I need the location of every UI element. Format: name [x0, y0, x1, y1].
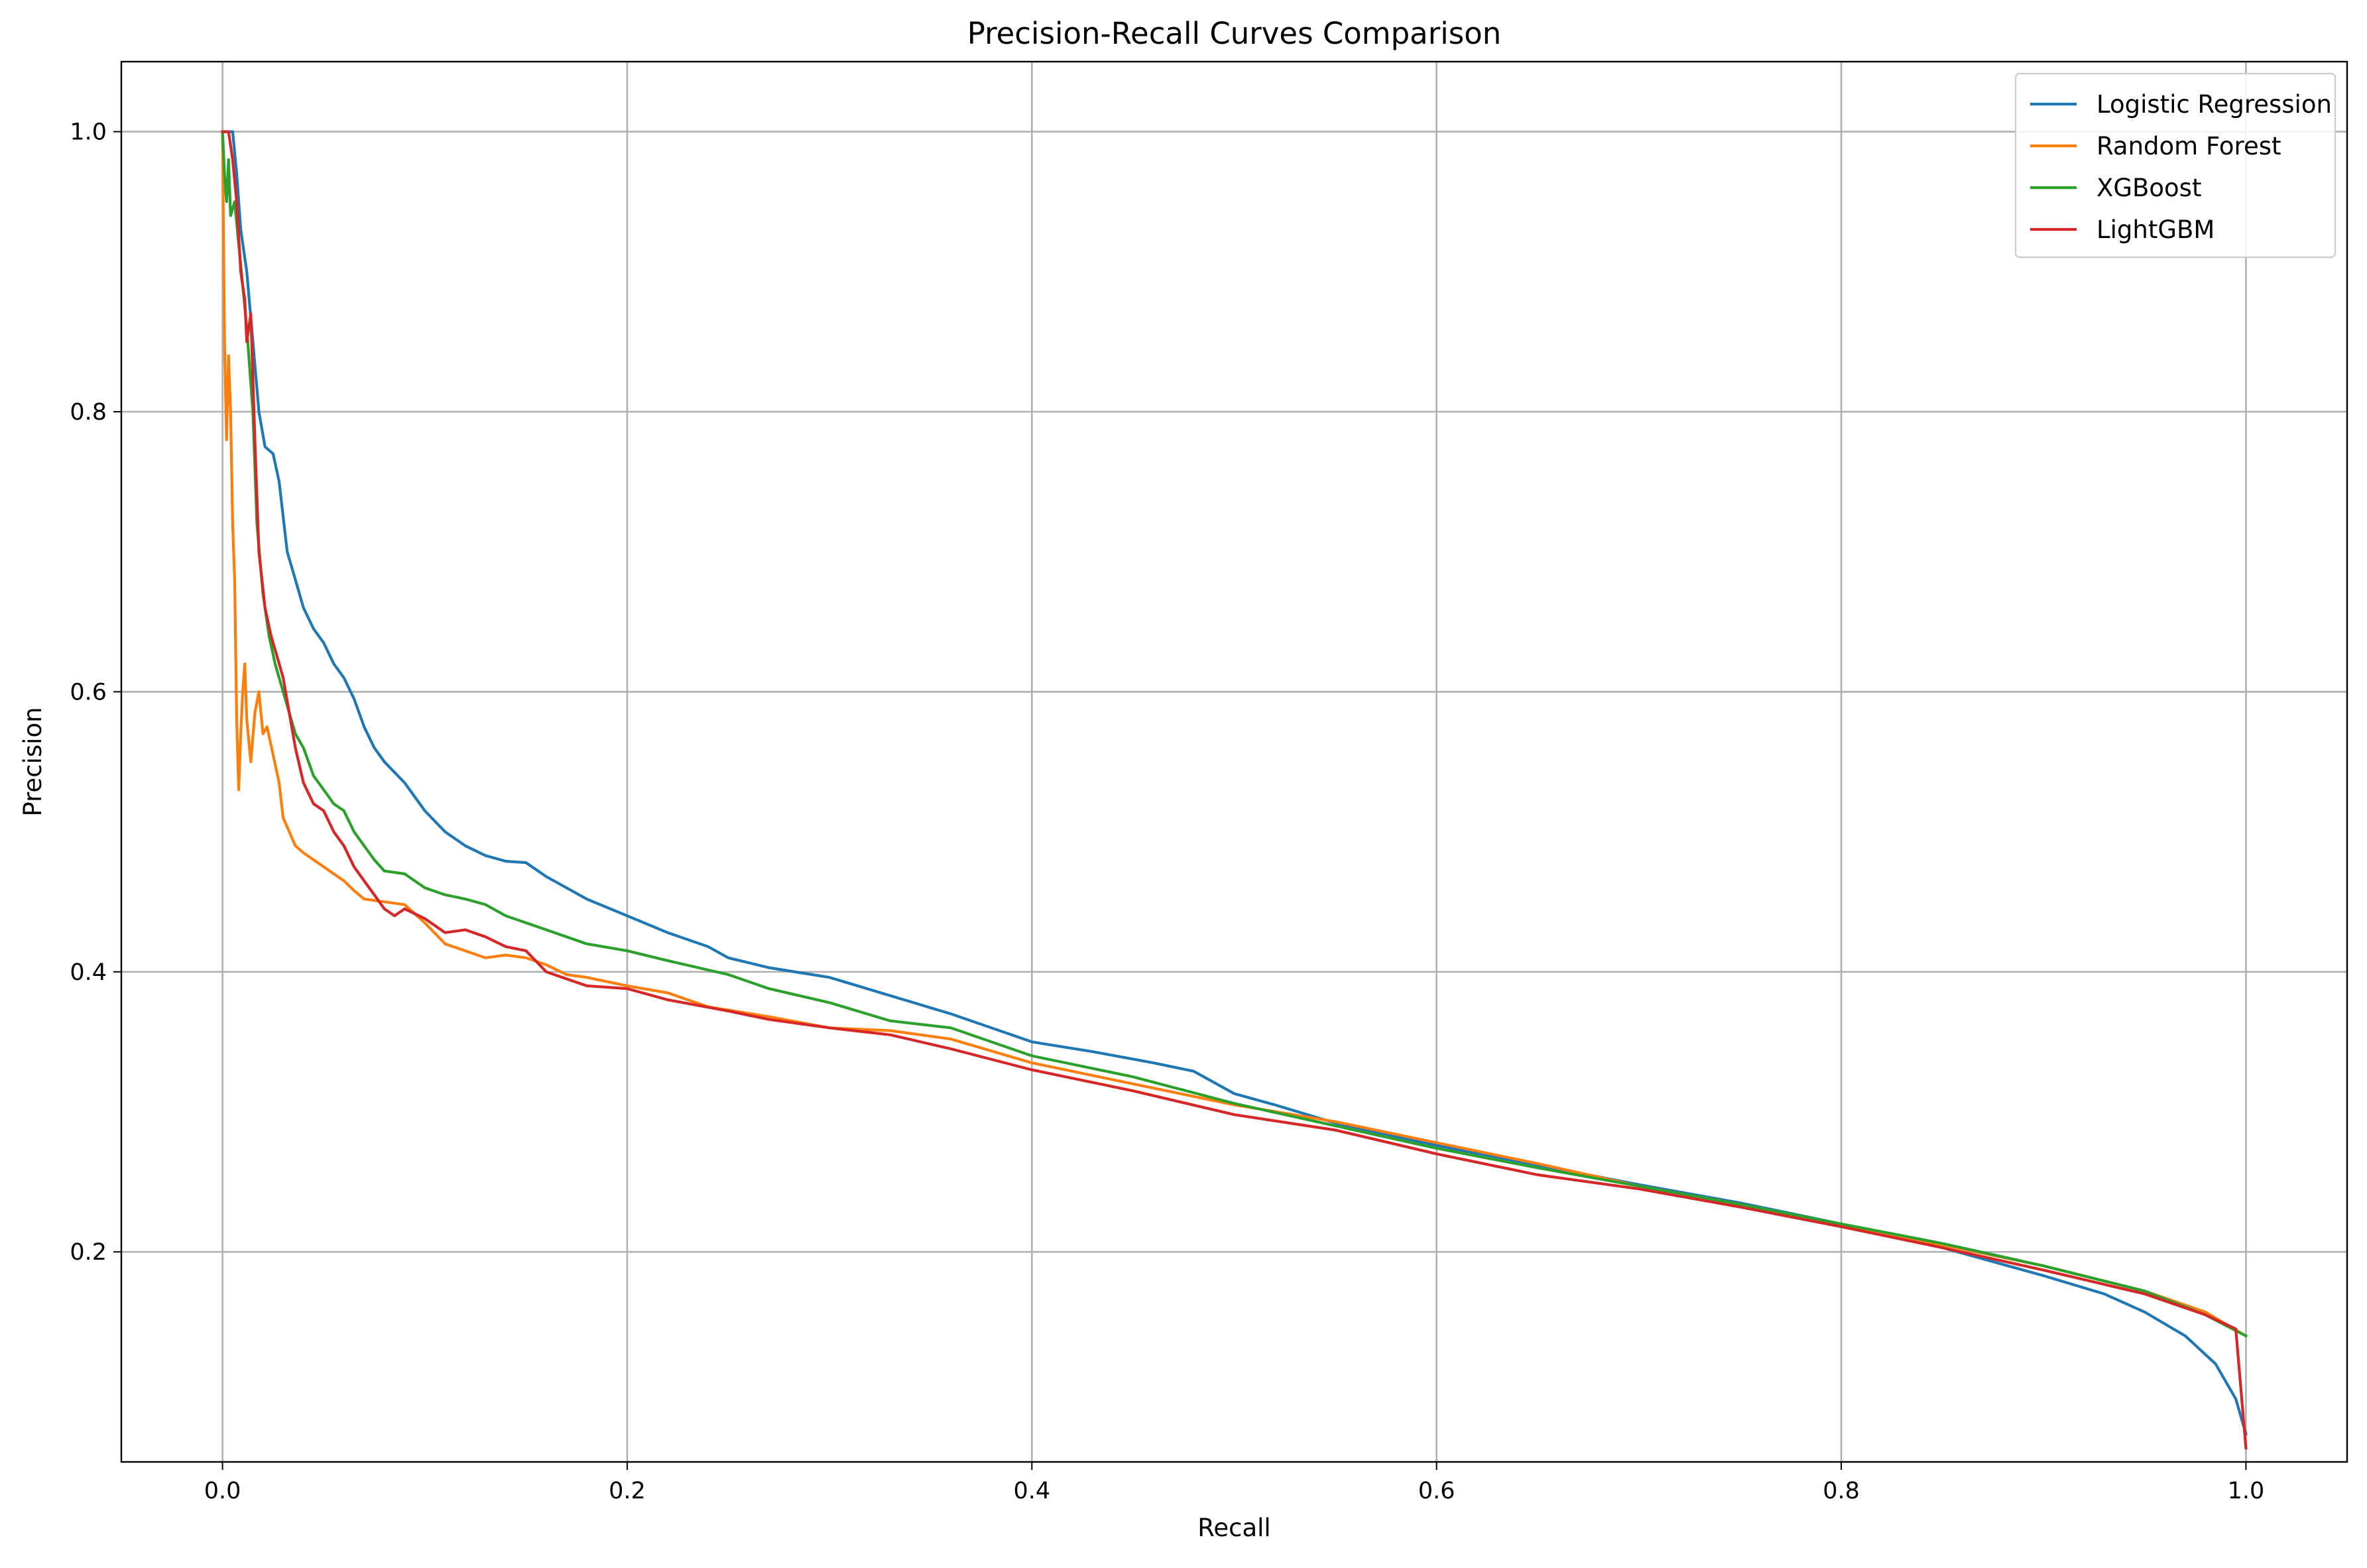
x-axis-label: Recall — [1197, 1514, 1270, 1542]
grid-layer — [121, 62, 2347, 1462]
series-line-xgboost — [221, 130, 2248, 1338]
series-line-random-forest — [221, 130, 2248, 1338]
y-tick-label: 1.0 — [70, 119, 107, 146]
legend-label: Random Forest — [2096, 132, 2281, 160]
y-tick-label: 0.2 — [70, 1239, 107, 1266]
tick-layer: 0.0 0.2 0.4 0.6 0.8 1.0 0.2 0.4 0.6 0.8 1.0 — [70, 119, 2264, 1504]
series-line-lightgbm — [221, 130, 2248, 1450]
y-axis-label: Precision — [19, 707, 47, 816]
plot-frame — [120, 60, 2348, 1463]
legend-label: Logistic Regression — [2096, 90, 2332, 119]
chart-title: Precision-Recall Curves Comparison — [967, 16, 1502, 51]
y-tick-label: 0.8 — [70, 399, 107, 426]
series-layer — [221, 130, 2248, 1450]
legend-label: XGBoost — [2096, 174, 2201, 202]
x-tick-label: 0.6 — [1418, 1478, 1455, 1504]
x-tick-label: 0.8 — [1823, 1478, 1860, 1504]
legend: Logistic Regression Random Forest XGBoost L… — [2014, 72, 2337, 259]
x-tick-label: 1.0 — [2228, 1478, 2265, 1504]
x-tick-label: 0.4 — [1013, 1478, 1050, 1504]
legend-label: LightGBM — [2096, 215, 2215, 244]
y-tick-label: 0.4 — [70, 959, 107, 986]
x-tick-label: 0.2 — [609, 1478, 646, 1504]
legend-box — [2014, 72, 2337, 259]
y-tick-label: 0.6 — [70, 679, 107, 705]
x-tick-label: 0.0 — [204, 1478, 241, 1504]
